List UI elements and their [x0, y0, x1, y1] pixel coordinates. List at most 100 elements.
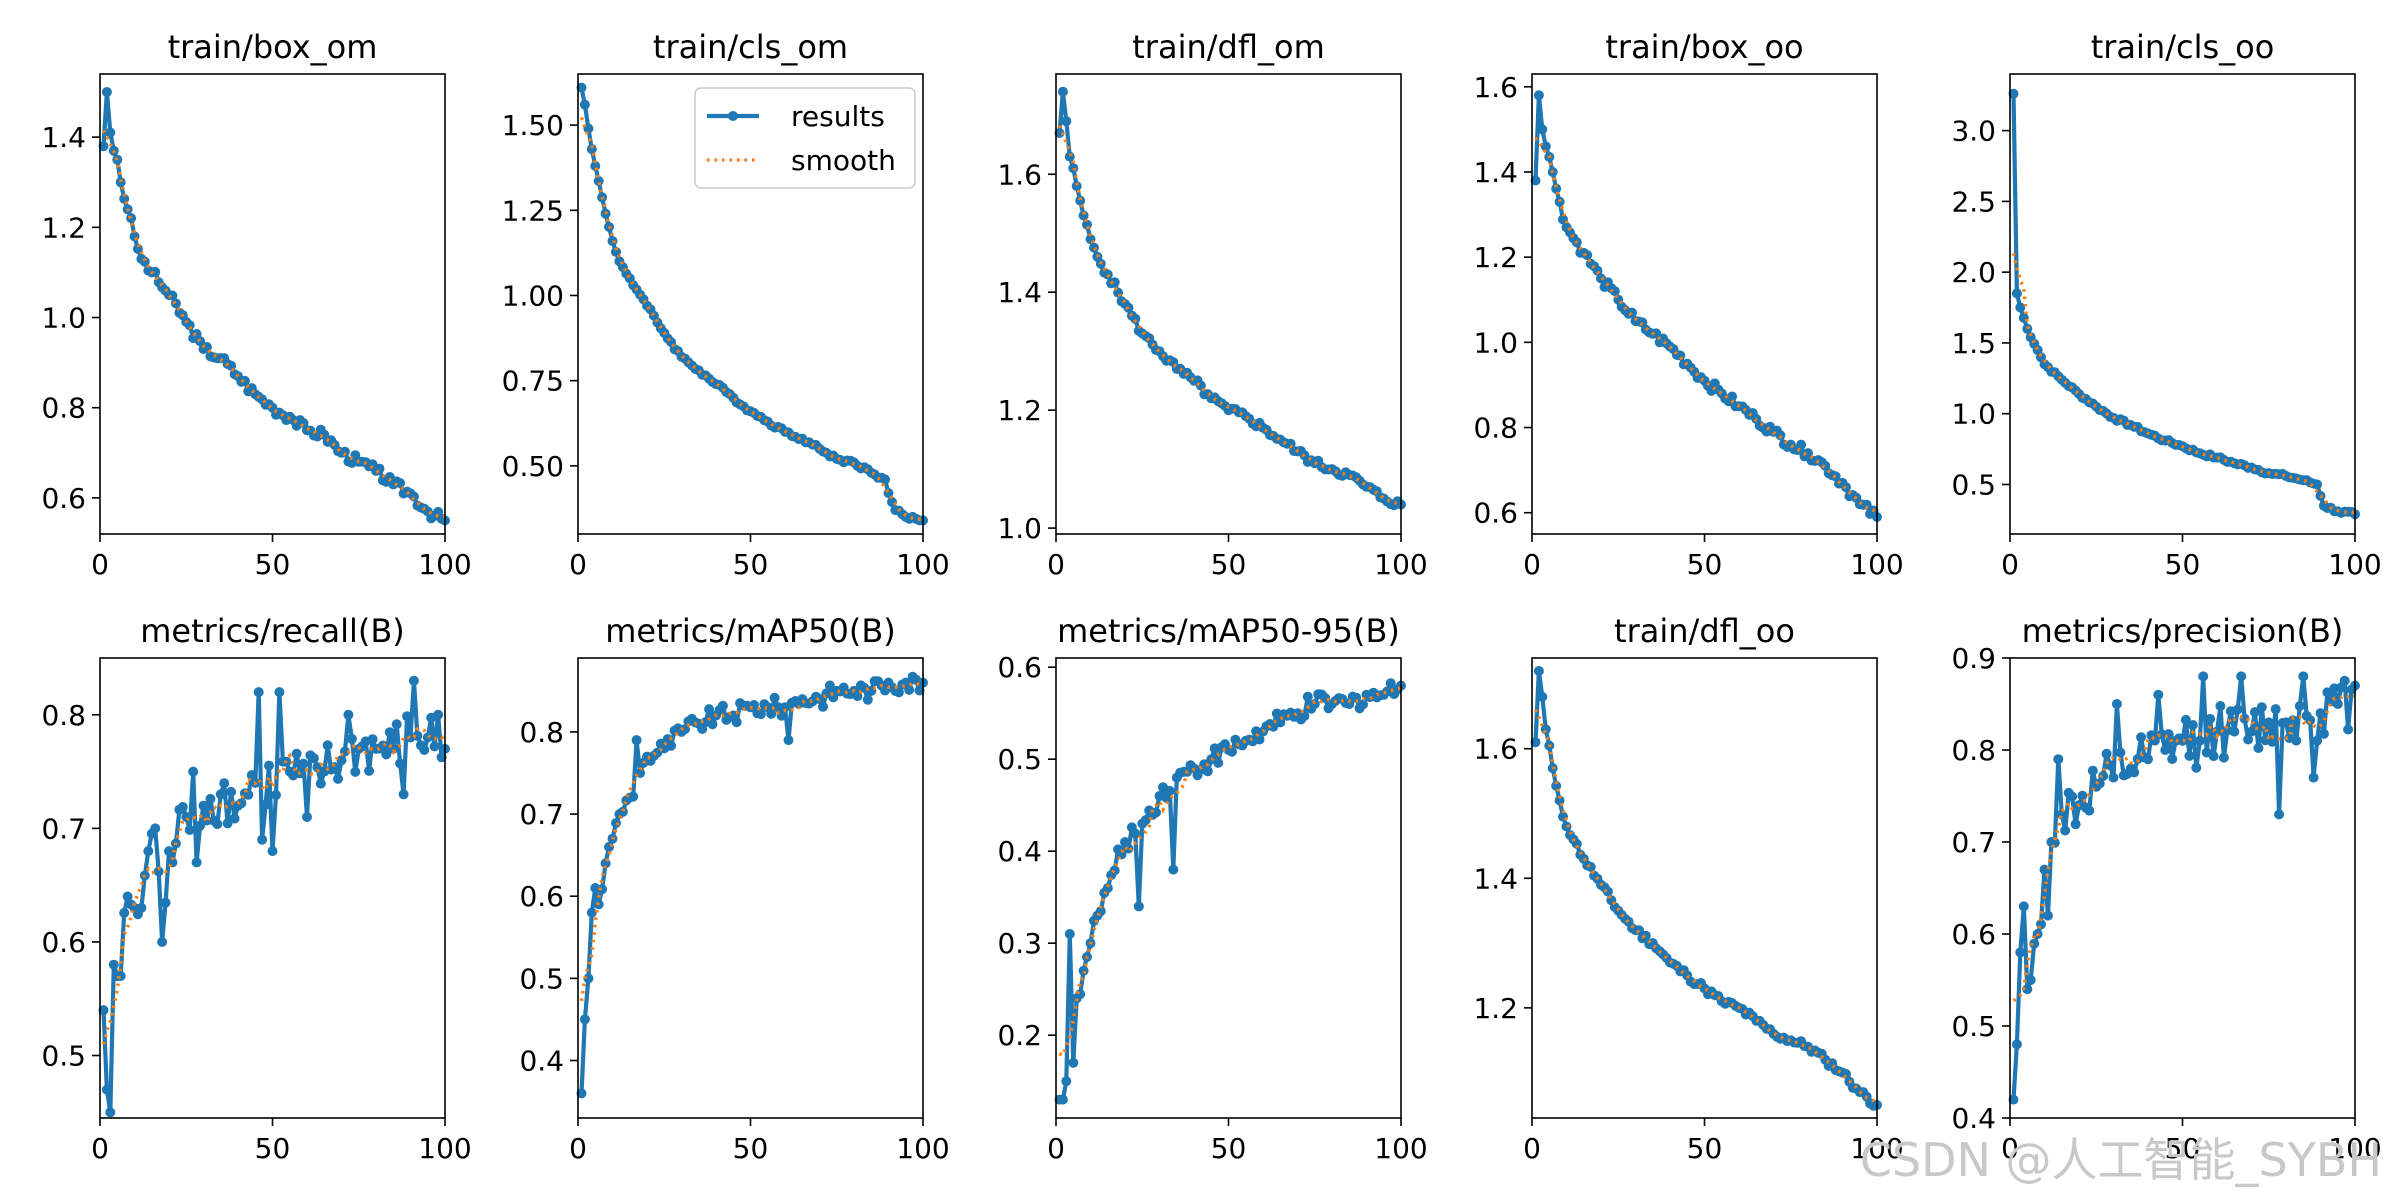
results-point [904, 684, 915, 695]
x-tick-label: 100 [896, 1132, 949, 1165]
results-point [2025, 975, 2036, 985]
results-point [824, 680, 835, 691]
results-point [2218, 752, 2229, 763]
y-tick-label: 1.0 [1473, 326, 1518, 359]
results-point [2008, 1094, 2019, 1105]
results-point [2011, 288, 2022, 299]
results-point [302, 812, 312, 822]
results-point [2136, 732, 2147, 743]
y-tick-label: 1.2 [41, 211, 86, 244]
results-point [160, 897, 171, 908]
y-tick-label: 1.4 [41, 121, 86, 154]
x-tick-label: 100 [1374, 1132, 1427, 1165]
results-point [2153, 689, 2164, 700]
results-point [1057, 86, 1068, 97]
results-point [1561, 821, 1572, 832]
y-tick-label: 0.6 [41, 482, 86, 515]
results-line [101, 678, 447, 1115]
results-point [274, 687, 285, 698]
results-line [1057, 89, 1403, 508]
results-point [2098, 771, 2109, 781]
results-point [2253, 743, 2264, 753]
results-point [2087, 765, 2098, 776]
results-point [1537, 124, 1548, 135]
results-point [164, 846, 174, 857]
results-point [1064, 151, 1075, 162]
results-point [1861, 499, 1872, 510]
results-point [818, 701, 828, 712]
y-tick-label: 1.2 [1473, 992, 1518, 1025]
results-point [108, 959, 119, 970]
results-point [1651, 328, 1662, 339]
x-tick-label: 0 [91, 548, 109, 581]
y-tick-label: 0.2 [997, 1019, 1042, 1052]
results-point [215, 789, 226, 800]
results-point [680, 724, 690, 735]
results-point [2180, 714, 2191, 725]
y-tick-label: 0.4 [1951, 1102, 1996, 1135]
results-point [1533, 90, 1544, 101]
results-point [336, 755, 347, 766]
results-point [2011, 1039, 2022, 1050]
x-tick-label: 100 [1850, 1132, 1903, 1165]
results-point [343, 709, 354, 720]
results-point [246, 770, 257, 781]
plot-frame [99, 657, 446, 1119]
plot-frame [99, 73, 446, 535]
results-point [586, 907, 597, 918]
x-tick-label: 0 [1523, 548, 1541, 581]
subplot-2: train/cls_om 0 50 100 0.50 0.75 1.00 1.25 1.50 re… [502, 28, 950, 581]
results-point [2298, 671, 2309, 682]
y-tick-label: 1.4 [1473, 862, 1518, 895]
results-point [436, 752, 447, 763]
results-point [1727, 391, 1738, 402]
y-tick-label: 1.0 [1951, 398, 1996, 431]
results-point [1061, 116, 1072, 127]
results-point [143, 846, 154, 857]
results-point [198, 800, 209, 811]
results-point [226, 786, 237, 797]
results-point [98, 141, 109, 152]
results-point [2053, 754, 2064, 765]
x-tick-label: 0 [91, 1132, 109, 1165]
results-point [1202, 766, 1213, 777]
results-point [1109, 277, 1120, 288]
results-point [783, 735, 794, 746]
results-point [398, 789, 409, 800]
x-tick-label: 0 [2001, 548, 2019, 581]
results-point [1227, 746, 1237, 757]
results-point [631, 735, 642, 746]
smooth-line [101, 727, 447, 1045]
results-point [260, 799, 271, 810]
results-point [773, 702, 784, 713]
results-point [2101, 748, 2112, 759]
x-tick-label: 50 [733, 1132, 769, 1165]
results-point [717, 700, 728, 711]
x-tick-label: 50 [255, 1132, 291, 1165]
y-tick-label: 0.7 [519, 798, 564, 831]
results-point [205, 793, 216, 804]
results-point [257, 834, 268, 845]
results-point [122, 891, 133, 902]
subplot-4: train/box_oo 0 50 100 0.6 0.8 1.0 1.2 1.4 1.6 [1473, 28, 1903, 581]
results-point [2115, 747, 2126, 758]
results-point [402, 711, 413, 722]
results-point [1078, 210, 1089, 221]
results-point [2015, 302, 2026, 313]
results-point [628, 791, 639, 802]
results-point [2029, 938, 2040, 949]
smooth-line [579, 116, 923, 521]
results-point [2315, 708, 2326, 719]
y-tick-label: 0.6 [1951, 918, 1996, 951]
results-point [136, 902, 147, 913]
subplot-7: metrics/mAP50(B) 0 50 100 0.4 0.5 0.6 0.7 0.8 [519, 612, 949, 1165]
subplot-title: metrics/mAP50(B) [605, 612, 896, 650]
y-tick-label: 0.5 [41, 1040, 86, 1073]
results-point [2060, 825, 2071, 836]
plot-frame [2009, 657, 2356, 1119]
results-point [2243, 734, 2254, 745]
x-tick-label: 100 [2328, 548, 2381, 581]
y-tick-label: 3.0 [1951, 115, 1996, 148]
results-point [150, 823, 161, 834]
results-point [1078, 965, 1089, 976]
